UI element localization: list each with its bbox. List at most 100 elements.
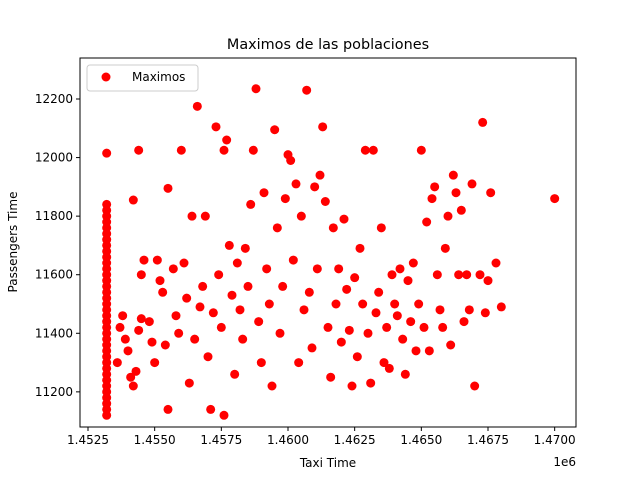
data-point xyxy=(187,211,197,221)
y-tick-label: 11600 xyxy=(35,268,73,282)
x-tick-label: 1.4675 xyxy=(467,433,509,447)
data-point xyxy=(102,148,112,158)
x-axis-ticks: 1.4525 1.4550 1.4575 1.4600 1.4625 1.4650 1.46… xyxy=(67,427,576,447)
data-point xyxy=(406,317,416,327)
data-point xyxy=(363,328,373,338)
data-point xyxy=(195,302,205,312)
data-point xyxy=(230,369,240,379)
data-point xyxy=(323,322,333,332)
data-point xyxy=(315,170,325,180)
data-point xyxy=(400,369,410,379)
data-point xyxy=(352,352,362,362)
data-point xyxy=(422,217,432,227)
y-tick-label: 11800 xyxy=(35,209,73,223)
data-point xyxy=(182,293,192,303)
data-point xyxy=(200,211,210,221)
y-tick-label: 12000 xyxy=(35,151,73,165)
data-point xyxy=(280,194,290,204)
data-point xyxy=(150,358,160,368)
data-point xyxy=(427,194,437,204)
data-point xyxy=(134,325,144,335)
x-tick-label: 1.4625 xyxy=(334,433,376,447)
data-point xyxy=(267,381,277,391)
data-point xyxy=(102,199,112,209)
data-point xyxy=(184,378,194,388)
data-point xyxy=(163,183,173,193)
data-point xyxy=(371,308,381,318)
data-point xyxy=(224,240,234,250)
data-point xyxy=(118,311,128,321)
data-point xyxy=(128,195,138,205)
data-point xyxy=(454,270,464,280)
data-point xyxy=(376,223,386,233)
data-point xyxy=(232,258,242,268)
data-point xyxy=(158,287,168,297)
data-point xyxy=(491,258,501,268)
data-point xyxy=(155,276,165,286)
data-point xyxy=(320,197,330,206)
data-point xyxy=(424,346,434,356)
x-tick-label: 1.4575 xyxy=(200,433,242,447)
chart-title: Maximos de las poblaciones xyxy=(227,37,429,53)
data-point xyxy=(262,264,272,274)
data-point xyxy=(222,135,232,145)
data-point xyxy=(128,381,138,391)
data-point xyxy=(272,223,282,233)
data-point xyxy=(456,205,466,215)
data-point xyxy=(246,199,256,209)
data-point xyxy=(467,179,477,189)
data-point xyxy=(326,372,336,382)
data-point xyxy=(294,358,304,368)
x-axis-label: Taxi Time xyxy=(299,456,356,470)
y-tick-label: 11400 xyxy=(35,326,73,340)
data-point xyxy=(259,188,269,198)
data-point xyxy=(350,273,360,283)
x-tick-label: 1.4550 xyxy=(134,433,176,447)
data-point xyxy=(459,317,469,327)
data-point xyxy=(355,243,365,253)
data-point xyxy=(235,305,245,315)
points-layer xyxy=(102,84,560,420)
data-point xyxy=(392,311,402,321)
x-tick-label: 1.4650 xyxy=(400,433,442,447)
data-point xyxy=(464,305,474,315)
data-point xyxy=(435,305,445,315)
x-tick-label: 1.4525 xyxy=(67,433,109,447)
data-point xyxy=(312,264,322,274)
data-point xyxy=(411,346,421,356)
data-point xyxy=(403,276,413,286)
plot-frame xyxy=(79,57,577,428)
x-axis-offset-label: 1e6 xyxy=(553,455,576,469)
data-point xyxy=(216,322,226,332)
data-point xyxy=(336,337,346,347)
data-point xyxy=(480,308,490,318)
data-point xyxy=(344,325,354,335)
data-point xyxy=(123,346,133,356)
data-point xyxy=(270,125,280,135)
data-point xyxy=(334,264,344,274)
data-point xyxy=(478,117,488,127)
data-point xyxy=(408,258,418,268)
data-point xyxy=(238,334,248,344)
legend: Maximos xyxy=(86,64,199,92)
data-point xyxy=(432,270,442,280)
data-point xyxy=(302,85,312,95)
data-point xyxy=(366,378,376,388)
data-point xyxy=(342,284,352,294)
data-point xyxy=(275,328,285,338)
data-point xyxy=(203,352,213,362)
data-point xyxy=(227,290,237,300)
data-point xyxy=(382,322,392,332)
x-tick-label: 1.4700 xyxy=(534,433,576,447)
data-point xyxy=(307,343,317,353)
data-point xyxy=(120,334,130,344)
data-point xyxy=(139,255,149,265)
data-point xyxy=(144,317,154,327)
legend-marker xyxy=(101,72,111,82)
data-point xyxy=(446,340,456,350)
data-point xyxy=(254,317,264,327)
data-point xyxy=(243,281,253,291)
y-tick-label: 12200 xyxy=(35,92,73,106)
legend-box xyxy=(86,64,199,92)
